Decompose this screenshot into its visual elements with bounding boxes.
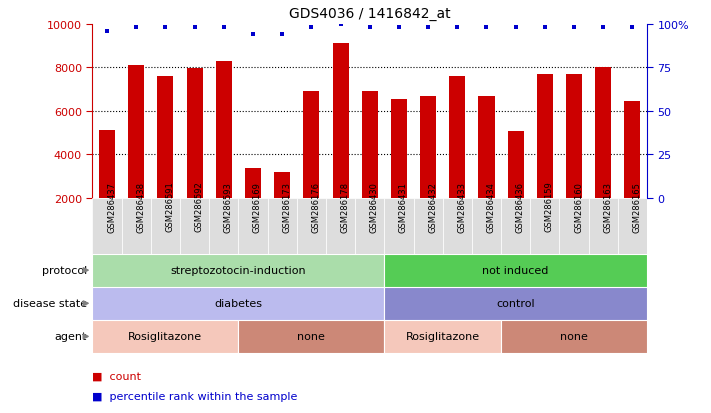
Point	[102, 28, 113, 35]
Title: GDS4036 / 1416842_at: GDS4036 / 1416842_at	[289, 7, 451, 21]
Point	[481, 25, 492, 31]
Bar	[186, 69, 203, 198]
Bar	[238, 198, 267, 254]
Bar	[215, 62, 232, 198]
Bar	[245, 169, 261, 198]
Bar	[362, 92, 378, 198]
Point	[160, 25, 171, 31]
Bar	[151, 198, 180, 254]
Text: GSM286592: GSM286592	[195, 181, 203, 232]
Text: GSM286432: GSM286432	[428, 181, 437, 232]
Bar	[508, 132, 524, 198]
Bar	[92, 198, 122, 254]
Bar	[501, 198, 530, 254]
Point	[451, 25, 463, 31]
Point	[131, 25, 142, 31]
Bar	[414, 198, 443, 254]
Point	[218, 25, 230, 31]
Text: GSM286593: GSM286593	[224, 181, 232, 232]
Point	[422, 25, 434, 31]
Text: disease state: disease state	[13, 299, 87, 309]
Bar	[326, 198, 355, 254]
Point	[277, 32, 288, 38]
Point	[597, 25, 609, 31]
Bar	[209, 198, 238, 254]
Bar	[355, 198, 385, 254]
Text: GSM286169: GSM286169	[253, 181, 262, 232]
Point	[626, 25, 638, 31]
Bar	[385, 287, 647, 320]
Bar	[92, 320, 238, 353]
Bar	[472, 198, 501, 254]
Text: ■  percentile rank within the sample: ■ percentile rank within the sample	[92, 392, 298, 401]
Bar	[449, 77, 465, 198]
Bar	[443, 198, 472, 254]
Bar	[304, 92, 319, 198]
Bar	[385, 320, 501, 353]
Text: control: control	[496, 299, 535, 309]
Text: GSM286591: GSM286591	[166, 181, 174, 232]
Text: streptozotocin-induction: streptozotocin-induction	[171, 266, 306, 275]
Bar	[99, 131, 115, 198]
Text: diabetes: diabetes	[215, 299, 262, 309]
Text: none: none	[560, 332, 588, 342]
Point	[247, 32, 259, 38]
Text: GSM286436: GSM286436	[515, 181, 525, 232]
Bar	[566, 75, 582, 198]
Text: GSM286160: GSM286160	[574, 181, 583, 232]
Point	[335, 21, 346, 28]
Bar	[530, 198, 560, 254]
Bar	[122, 198, 151, 254]
Text: GSM286430: GSM286430	[370, 181, 379, 232]
Bar	[267, 198, 296, 254]
Bar	[501, 320, 647, 353]
Text: ■  count: ■ count	[92, 371, 141, 381]
Point	[539, 25, 550, 31]
Text: not induced: not induced	[483, 266, 549, 275]
Text: agent: agent	[55, 332, 87, 342]
Text: Rosiglitazone: Rosiglitazone	[406, 332, 480, 342]
Text: GSM286173: GSM286173	[282, 181, 292, 232]
Bar	[92, 254, 385, 287]
Bar	[624, 102, 641, 198]
Text: GSM286434: GSM286434	[486, 181, 496, 232]
Bar	[296, 198, 326, 254]
Bar	[157, 77, 173, 198]
Text: GSM286176: GSM286176	[311, 181, 321, 232]
Bar	[537, 75, 553, 198]
Point	[510, 25, 521, 31]
Text: GSM286159: GSM286159	[545, 181, 554, 232]
Point	[189, 25, 201, 31]
Text: GSM286437: GSM286437	[107, 181, 116, 232]
Text: GSM286163: GSM286163	[603, 181, 612, 232]
Point	[306, 25, 317, 31]
Bar	[180, 198, 209, 254]
Bar	[385, 198, 414, 254]
Point	[364, 25, 375, 31]
Bar	[333, 44, 348, 198]
Text: GSM286178: GSM286178	[341, 181, 350, 232]
Text: protocol: protocol	[42, 266, 87, 275]
Text: GSM286165: GSM286165	[632, 181, 641, 232]
Bar	[385, 254, 647, 287]
Text: Rosiglitazone: Rosiglitazone	[129, 332, 203, 342]
Bar	[589, 198, 618, 254]
Bar	[128, 66, 144, 198]
Bar	[618, 198, 647, 254]
Bar	[595, 68, 611, 198]
Point	[393, 25, 405, 31]
Text: GSM286438: GSM286438	[137, 181, 145, 232]
Bar	[560, 198, 589, 254]
Point	[568, 25, 579, 31]
Text: GSM286431: GSM286431	[399, 181, 408, 232]
Text: GSM286433: GSM286433	[457, 181, 466, 232]
Bar	[391, 100, 407, 198]
Bar	[420, 96, 436, 198]
Bar	[238, 320, 385, 353]
Bar	[479, 96, 494, 198]
Text: none: none	[297, 332, 325, 342]
Bar	[274, 172, 290, 198]
Bar	[92, 287, 385, 320]
